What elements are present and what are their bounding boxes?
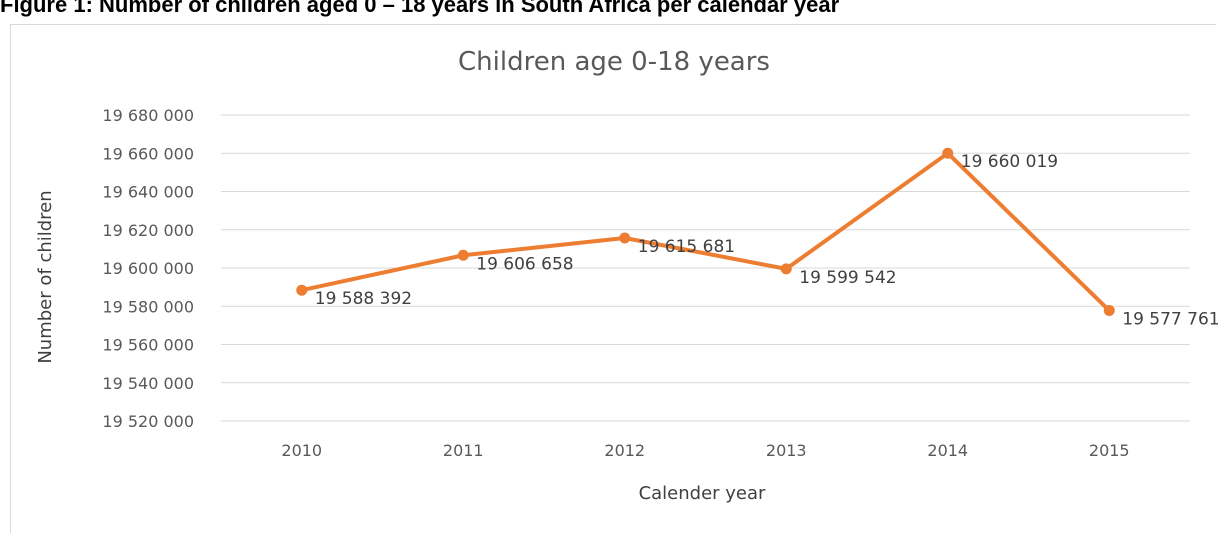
data-label: 19 615 681: [638, 237, 735, 257]
data-label: 19 599 542: [799, 268, 896, 288]
x-tick-label: 2012: [604, 441, 645, 460]
series-line: [299, 151, 1112, 313]
data-label: 19 577 761: [1122, 310, 1218, 330]
series-line-path: [299, 151, 1112, 313]
gridlines: [221, 114, 1190, 422]
data-point: [942, 147, 954, 159]
y-tick-label: 19 580 000: [102, 297, 194, 316]
x-tick-label: 2010: [281, 441, 322, 460]
data-point: [457, 249, 469, 261]
x-tick-label: 2014: [927, 441, 968, 460]
chart-title: Children age 0-18 years: [458, 47, 770, 77]
data-label: 19 606 658: [476, 254, 573, 274]
x-tick-label: 2013: [766, 441, 807, 460]
y-tick-label: 19 680 000: [102, 106, 194, 125]
y-tick-label: 19 560 000: [102, 336, 194, 355]
data-point: [619, 232, 631, 244]
data-label: 19 660 019: [961, 152, 1058, 172]
data-point: [296, 284, 308, 296]
x-tick-label: 2011: [443, 441, 484, 460]
y-tick-label: 19 540 000: [102, 374, 194, 393]
data-point: [780, 263, 792, 275]
data-points: [296, 147, 1115, 317]
y-tick-label: 19 620 000: [102, 221, 194, 240]
y-tick-label: 19 520 000: [102, 412, 194, 431]
y-tick-label: 19 600 000: [102, 259, 194, 278]
data-point: [1103, 305, 1115, 317]
x-axis-label: Calender year: [639, 483, 766, 504]
data-labels: 19 588 392 19 606 658 19 615 681 19 599 542…: [315, 152, 1218, 329]
y-tick-label: 19 660 000: [102, 144, 194, 163]
data-label: 19 588 392: [315, 289, 412, 309]
x-tick-label: 2015: [1089, 441, 1130, 460]
y-axis-tick-labels: 19 520 000 19 540 000 19 560 000 19 580 000…: [102, 106, 194, 431]
x-axis-tick-labels: 2010 2011 2012 2013 2014 2015: [281, 441, 1129, 460]
y-tick-label: 19 640 000: [102, 183, 194, 202]
y-axis-label: Number of children: [35, 190, 56, 363]
figure-caption: Figure 1: Number of children aged 0 – 18…: [0, 0, 840, 17]
chart-frame: [10, 24, 1216, 533]
